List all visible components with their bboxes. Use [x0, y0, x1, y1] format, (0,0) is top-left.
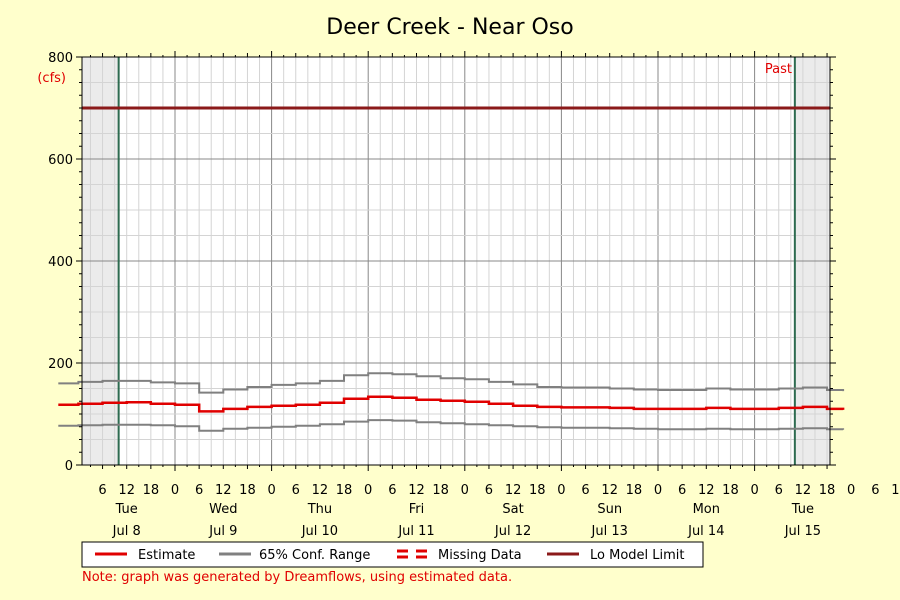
legend-label: Lo Model Limit	[590, 548, 685, 563]
y-axis-unit-label: (cfs)	[37, 71, 66, 86]
x-hour-tick-label: 0	[750, 483, 758, 498]
x-day-label: Mon	[693, 502, 720, 517]
x-hour-tick-label: 18	[626, 483, 643, 498]
x-date-label: Jul 8	[112, 524, 141, 539]
x-date-label: Jul 13	[591, 524, 628, 539]
legend-label: Estimate	[138, 548, 195, 563]
x-hour-tick-label: 18	[432, 483, 449, 498]
x-hour-tick-label: 6	[195, 483, 203, 498]
x-date-label: Jul 12	[494, 524, 531, 539]
y-tick-label: 400	[48, 255, 73, 270]
footnote: Note: graph was generated by Dreamflows,…	[82, 570, 513, 585]
x-hour-tick-label: 18	[529, 483, 546, 498]
x-hour-tick-label: 6	[292, 483, 300, 498]
x-day-label: Sat	[502, 502, 523, 517]
x-hour-tick-label: 12	[118, 483, 135, 498]
chart-title: Deer Creek - Near Oso	[326, 15, 573, 40]
x-hour-tick-label: 0	[364, 483, 372, 498]
x-day-label: Fri	[409, 502, 425, 517]
y-tick-label: 0	[65, 459, 73, 474]
estimate-line	[58, 395, 845, 413]
x-date-label: Jul 14	[687, 524, 724, 539]
x-hour-tick-label: 12	[601, 483, 618, 498]
x-hour-tick-label: 12	[698, 483, 715, 498]
y-tick-label: 200	[48, 357, 73, 372]
x-hour-tick-label: 6	[871, 483, 879, 498]
x-hour-tick-label: 6	[581, 483, 589, 498]
plot-area	[58, 56, 845, 466]
x-day-label: Tue	[791, 502, 814, 517]
x-date-label: Jul 15	[784, 524, 821, 539]
y-tick-label: 800	[48, 51, 73, 66]
x-hour-tick-label: 18	[819, 483, 836, 498]
x-hour-tick-label: 12	[312, 483, 329, 498]
x-hour-tick-label: 18	[239, 483, 256, 498]
past-label: Past	[765, 62, 792, 77]
legend-box	[81, 541, 704, 568]
conf-range-lower-line	[58, 419, 845, 432]
x-hour-tick-label: 0	[557, 483, 565, 498]
legend: Estimate 65% Conf. Range Missing Data Lo Mo…	[81, 541, 704, 568]
x-day-label: Thu	[307, 502, 332, 517]
x-hour-tick-label: 12	[408, 483, 425, 498]
conf-range-upper-line	[58, 372, 845, 394]
x-hour-tick-label: 18	[722, 483, 739, 498]
x-hour-tick-label: 0	[847, 483, 855, 498]
x-hour-tick-label: 6	[98, 483, 106, 498]
x-date-label: Jul 11	[397, 524, 434, 539]
x-hour-tick-label: 0	[171, 483, 179, 498]
x-day-label: Wed	[209, 502, 237, 517]
x-hour-tick-label: 6	[775, 483, 783, 498]
x-hour-tick-label: 6	[678, 483, 686, 498]
x-hour-tick-label: 12	[215, 483, 232, 498]
x-hour-tick-label: 18	[143, 483, 160, 498]
x-hour-tick-label: 6	[485, 483, 493, 498]
x-hour-tick-label: 6	[388, 483, 396, 498]
x-day-label: Tue	[115, 502, 138, 517]
legend-label: 65% Conf. Range	[259, 548, 370, 563]
x-hour-tick-label: 12	[505, 483, 522, 498]
x-hour-tick-label: 0	[461, 483, 469, 498]
x-day-label: Sun	[597, 502, 622, 517]
x-hour-tick-label: 12	[891, 483, 900, 498]
legend-label: Missing Data	[438, 548, 522, 563]
x-hour-tick-label: 0	[267, 483, 275, 498]
x-date-label: Jul 9	[208, 524, 237, 539]
y-tick-label: 600	[48, 153, 73, 168]
x-date-label: Jul 10	[301, 524, 338, 539]
x-hour-tick-label: 18	[336, 483, 353, 498]
x-hour-tick-label: 12	[795, 483, 812, 498]
x-hour-tick-label: 0	[654, 483, 662, 498]
